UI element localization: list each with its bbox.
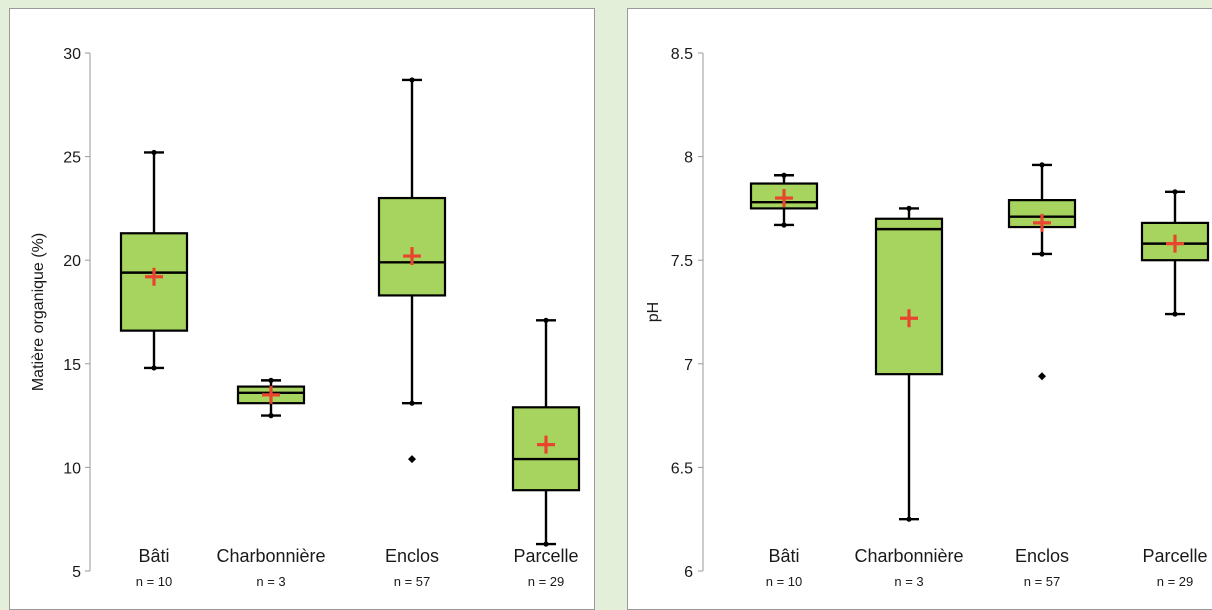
category-label: Charbonnière <box>216 546 325 566</box>
whisker-min-point <box>409 400 415 406</box>
y-axis-title: Matière organique (%) <box>30 233 47 391</box>
whisker-min-point <box>1039 251 1045 257</box>
category-label: Enclos <box>385 546 439 566</box>
box-charbonnière <box>874 217 944 376</box>
whisker-min-point <box>781 222 787 228</box>
y-tick-label: 7 <box>684 357 693 374</box>
whisker-max-point <box>906 205 912 211</box>
category-label: Parcelle <box>1142 546 1207 566</box>
y-tick-label: 10 <box>63 460 81 477</box>
whisker-max-point <box>781 172 787 178</box>
category-label: Charbonnière <box>854 546 963 566</box>
y-tick-label: 6.5 <box>671 460 693 477</box>
whisker-min-point <box>543 541 549 547</box>
sample-count-label: n = 10 <box>136 574 173 589</box>
category-label: Parcelle <box>513 546 578 566</box>
y-tick-label: 30 <box>63 46 81 63</box>
category-label: Enclos <box>1015 546 1069 566</box>
chart-panel-organic-matter: 5 10 15 20 25 30 Matière organique (%) Bâti n = … <box>9 8 595 610</box>
whisker-max-point <box>1039 162 1045 168</box>
box-parcelle <box>511 406 581 492</box>
whisker-max-point <box>268 377 274 383</box>
y-tick-label: 6 <box>684 564 693 581</box>
sample-count-label: n = 3 <box>256 574 285 589</box>
whisker-max-point <box>409 77 415 83</box>
whisker-max-point <box>151 149 157 156</box>
whisker-max-point <box>543 317 549 323</box>
y-tick-label: 25 <box>63 150 81 167</box>
y-tick-label: 15 <box>63 357 81 374</box>
chart-panel-ph: 6 6.5 7 7.5 8 8.5 pH Bâti n = 10 Charbonnière n = … <box>627 8 1212 610</box>
y-tick-label: 8 <box>684 150 693 167</box>
sample-count-label: n = 3 <box>894 574 923 589</box>
outlier-point <box>1038 372 1046 381</box>
organic-matter-boxplot: 5 10 15 20 25 30 Matière organique (%) Bâti n = … <box>30 46 581 589</box>
whisker-min-point <box>1172 311 1178 317</box>
category-label: Bâti <box>768 546 799 566</box>
sample-count-label: n = 57 <box>394 574 431 589</box>
sample-count-label: n = 10 <box>766 574 803 589</box>
ph-boxplot: 6 6.5 7 7.5 8 8.5 pH Bâti n = 10 Charbonnière n = … <box>645 46 1210 589</box>
box-enclos <box>377 196 447 297</box>
y-axis-title: pH <box>645 302 662 322</box>
y-tick-label: 7.5 <box>671 253 693 270</box>
outlier-point <box>408 455 416 464</box>
y-tick-label: 8.5 <box>671 46 693 63</box>
category-label: Bâti <box>138 546 169 566</box>
whisker-min-point <box>268 413 274 419</box>
sample-count-label: n = 57 <box>1024 574 1061 589</box>
whisker-max-point <box>1172 189 1178 195</box>
sample-count-label: n = 29 <box>528 574 565 589</box>
sample-count-label: n = 29 <box>1157 574 1194 589</box>
whisker-min-point <box>151 365 157 371</box>
y-tick-label: 5 <box>72 564 81 581</box>
y-tick-label: 20 <box>63 253 81 270</box>
whisker-min-point <box>906 516 912 522</box>
